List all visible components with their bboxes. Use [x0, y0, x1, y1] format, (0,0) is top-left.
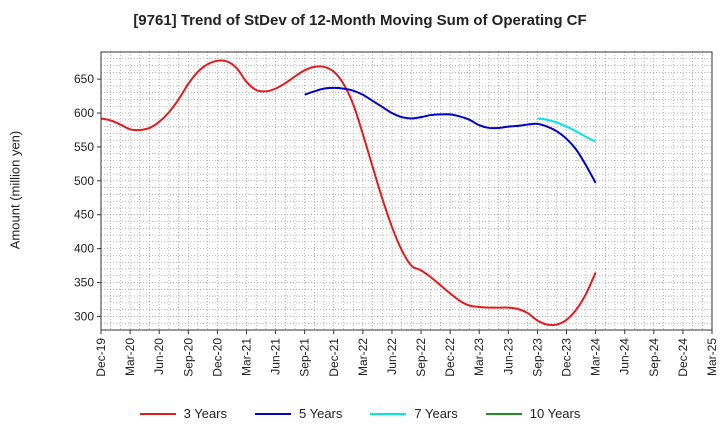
- series-line-5-years: [304, 86, 597, 184]
- x-tick-label: Jun-21: [269, 338, 283, 375]
- legend-label: 5 Years: [299, 406, 343, 421]
- x-tick-label: Mar-20: [123, 338, 137, 376]
- legend-item-3-years: 3 Years: [139, 406, 227, 421]
- x-tick-label: Sep-20: [181, 338, 195, 377]
- y-tick-label: 600: [74, 106, 94, 120]
- y-tick-label: 550: [74, 140, 94, 154]
- legend-swatch: [255, 412, 291, 415]
- x-tick-label: Mar-24: [589, 338, 603, 376]
- x-tick-label: Dec-22: [443, 338, 457, 377]
- legend-label: 7 Years: [414, 406, 458, 421]
- x-tick-label: Jun-24: [618, 338, 632, 375]
- series-lines: [100, 59, 597, 327]
- y-tick-label: 300: [74, 309, 94, 323]
- x-tick-label: Dec-21: [327, 338, 341, 377]
- chart-title: [9761] Trend of StDev of 12-Month Moving…: [133, 12, 587, 29]
- x-tick-label: Sep-24: [647, 338, 661, 377]
- legend-label: 10 Years: [529, 406, 581, 421]
- x-tick-label: Jun-22: [385, 338, 399, 375]
- x-tick-label: Mar-21: [239, 338, 253, 376]
- y-tick-label: 400: [74, 242, 94, 256]
- legend-swatch: [370, 412, 407, 415]
- legend-label: 3 Years: [183, 406, 227, 421]
- x-tick-label: Dec-19: [94, 338, 108, 377]
- axes: 300 350 400 450 500 550 600 650 Dec-19 Mar-20 Jun-…: [74, 72, 719, 377]
- series-line-7-years: [537, 117, 597, 143]
- x-tick-label: Jun-20: [152, 338, 166, 375]
- x-tick-label: Mar-25: [705, 338, 719, 376]
- x-tick-label: Sep-21: [298, 338, 312, 377]
- legend-item-5-years: 5 Years: [255, 406, 342, 421]
- y-tick-label: 650: [74, 72, 94, 86]
- plot-area: [100, 51, 713, 331]
- x-tick-label: Dec-24: [676, 338, 690, 377]
- grid: [101, 51, 712, 331]
- x-tick-label: Sep-22: [414, 338, 428, 377]
- x-tick-label: Dec-23: [560, 338, 574, 377]
- y-tick-label: 350: [74, 276, 94, 290]
- x-tick-label: Dec-20: [210, 338, 224, 377]
- legend-item-10-years: 10 Years: [485, 406, 581, 421]
- series-line-3-years: [100, 59, 597, 327]
- legend-swatch: [485, 412, 522, 415]
- x-tick-label: Mar-22: [356, 338, 370, 376]
- legend: 3 Years 5 Years 7 Years 10 Years: [0, 406, 720, 421]
- x-tick-label: Sep-23: [530, 338, 544, 377]
- y-tick-label: 500: [74, 174, 94, 188]
- legend-swatch: [139, 412, 176, 415]
- legend-item-7-years: 7 Years: [370, 406, 458, 421]
- y-tick-label: 450: [74, 208, 94, 222]
- x-tick-label: Mar-23: [472, 338, 486, 376]
- x-tick-label: Jun-23: [501, 338, 515, 375]
